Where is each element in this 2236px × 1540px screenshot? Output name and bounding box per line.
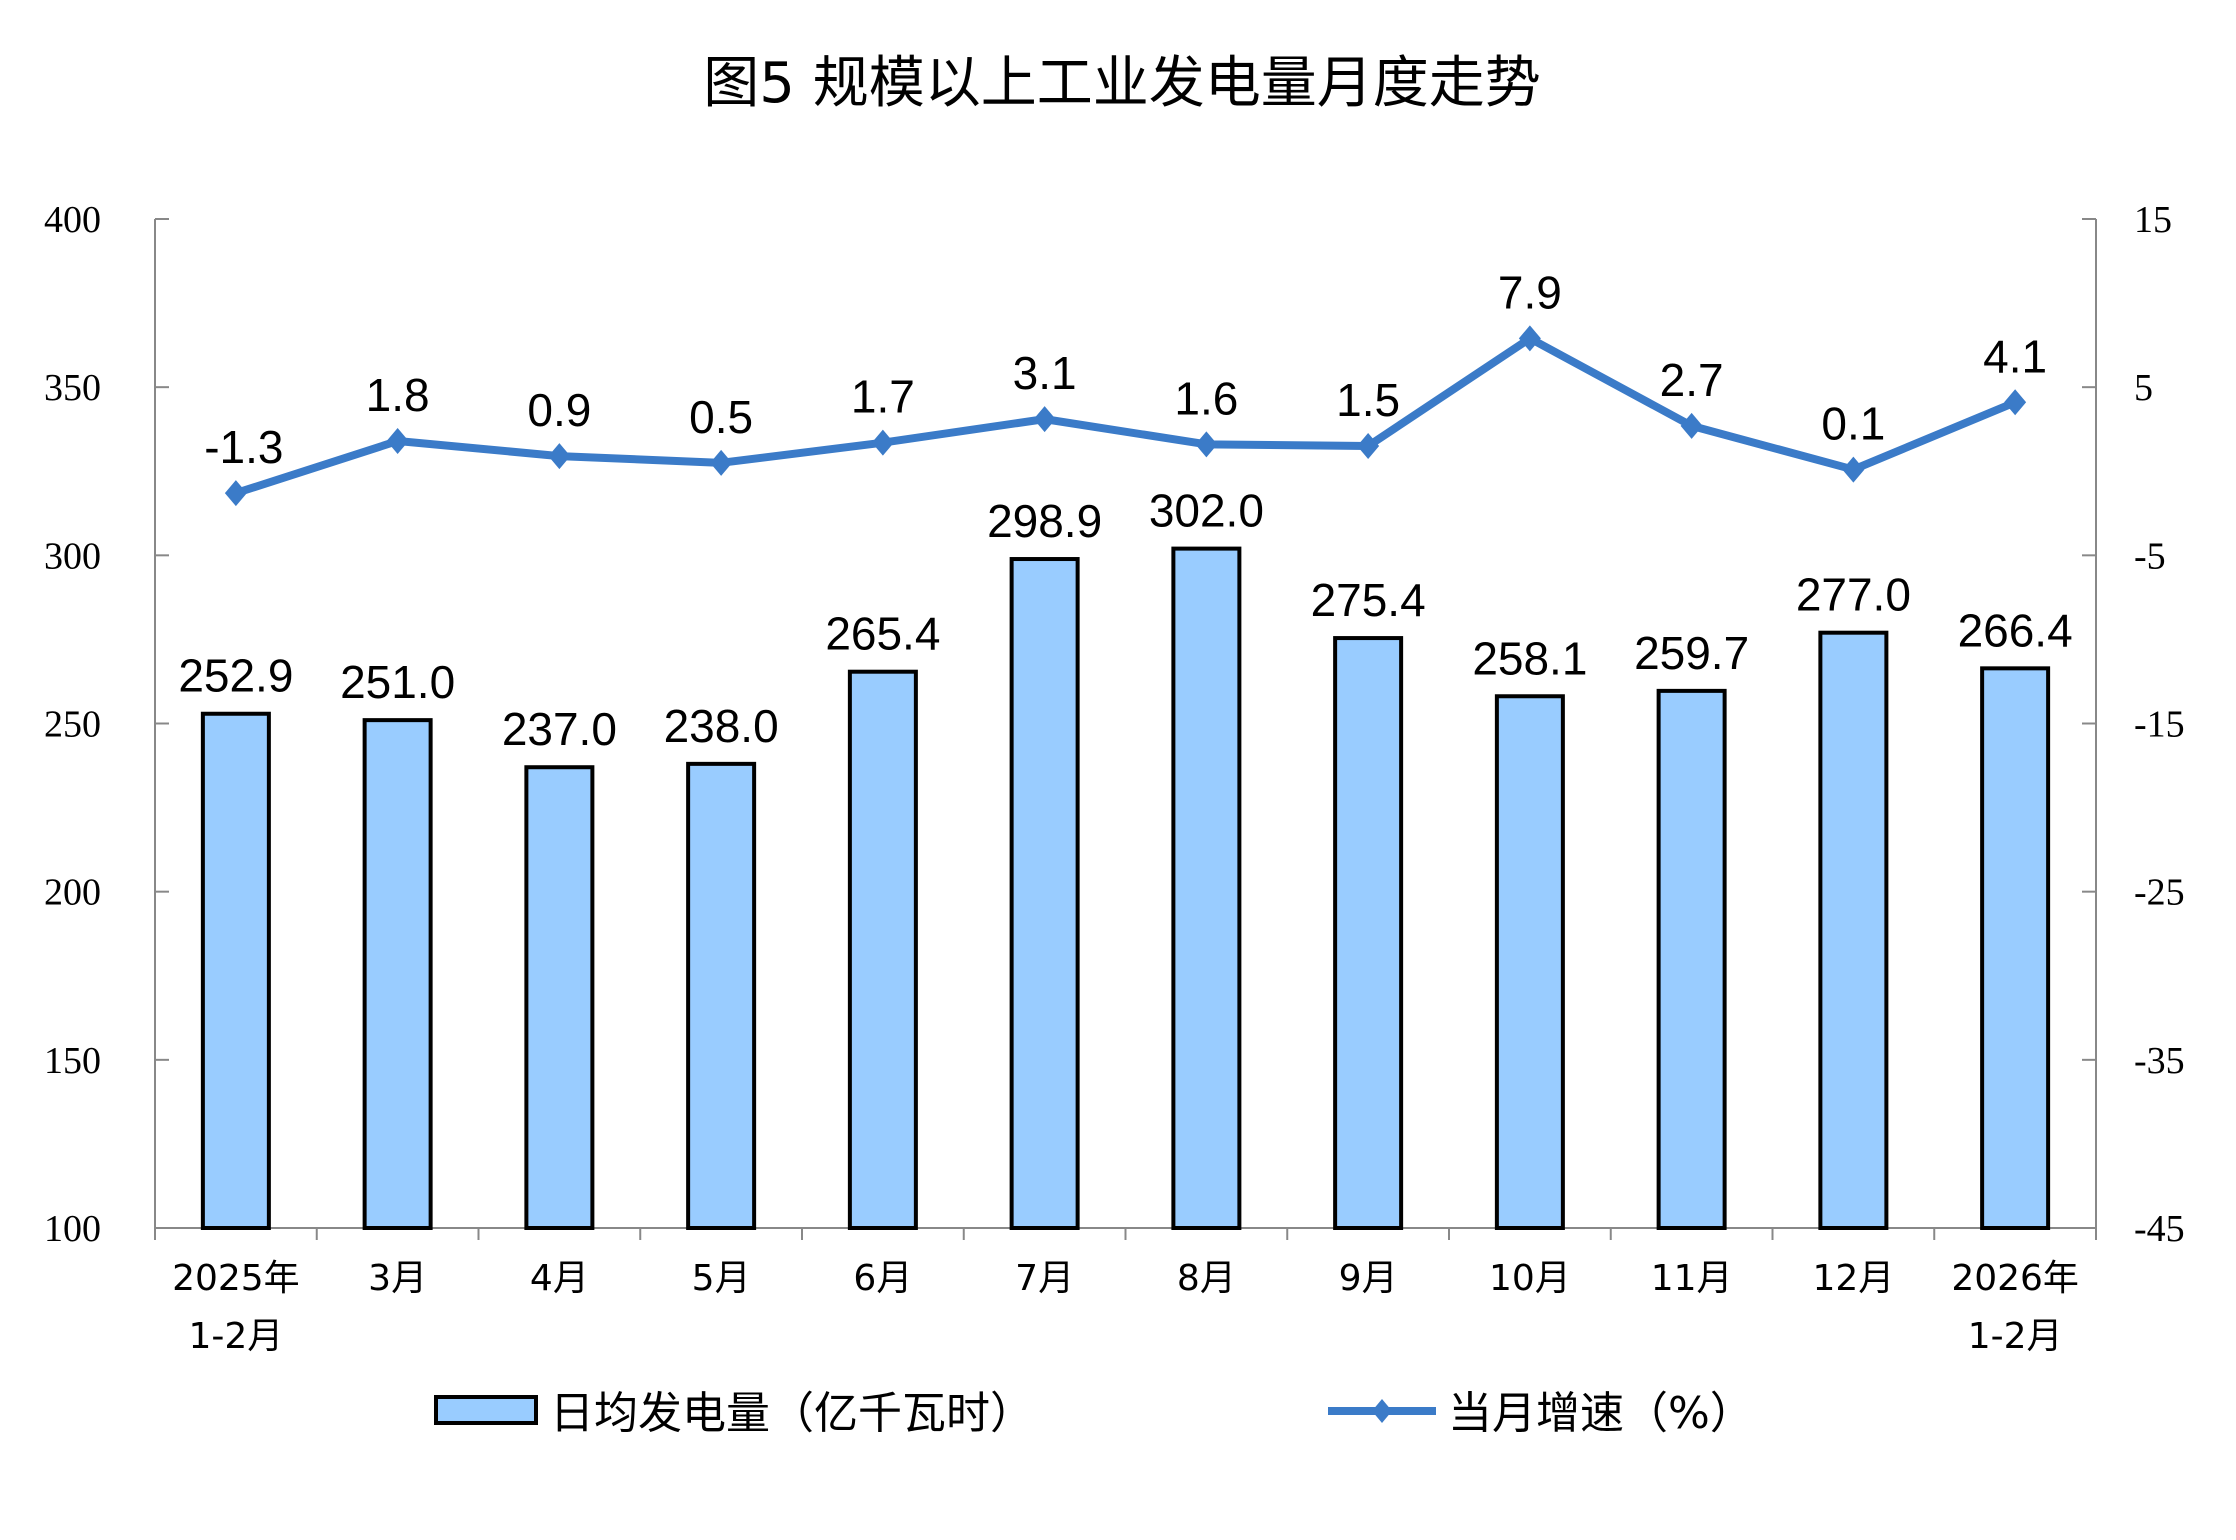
bar-value-label: 238.0: [664, 700, 779, 752]
left-tick-label: 350: [44, 367, 101, 409]
bars: [200, 546, 2051, 1230]
right-tick-label: -35: [2134, 1040, 2185, 1082]
legend: 日均发电量（亿千瓦时） 当月增速（%）: [434, 1388, 1754, 1439]
bar: [686, 761, 757, 1230]
x-category-label: 8月: [1177, 1258, 1236, 1299]
left-tick-label: 250: [44, 704, 101, 746]
growth-value-label: 1.6: [1174, 372, 1238, 424]
growth-point-diamond: [2004, 389, 2027, 416]
growth-point-diamond: [871, 429, 894, 456]
legend-bar-label: 日均发电量（亿千瓦时）: [550, 1388, 1034, 1439]
left-tick-label: 200: [44, 872, 101, 914]
left-tick-label: 100: [44, 1208, 101, 1250]
x-category-label: 1-2月: [1968, 1316, 2063, 1357]
growth-point-diamond: [710, 449, 733, 476]
bar: [200, 711, 271, 1230]
bar-value-label: 266.4: [1958, 604, 2073, 656]
bar-value-label: 258.1: [1472, 632, 1587, 684]
bar-value-label: 275.4: [1311, 574, 1426, 626]
x-category-label: 3月: [368, 1258, 427, 1299]
x-category-label: 12月: [1812, 1258, 1894, 1299]
x-category-label: 2026年: [1951, 1258, 2079, 1299]
growth-value-label: 0.5: [689, 391, 753, 443]
bar: [1171, 546, 1242, 1230]
growth-value-label: 7.9: [1498, 266, 1562, 318]
axes: 100 150 200 250 300 350 400 -45 -35 -25 -15 -5 5 15 20…: [44, 199, 2185, 1357]
bar-value-label: 265.4: [825, 608, 940, 660]
bar-value-label: 237.0: [502, 703, 617, 755]
growth-point-diamond: [1518, 325, 1541, 352]
bar: [1980, 666, 2051, 1230]
right-tick-label: -5: [2134, 535, 2166, 577]
growth-value-label: -1.3: [204, 421, 283, 473]
growth-value-label: 4.1: [1983, 330, 2047, 382]
right-tick-label: -45: [2134, 1208, 2185, 1250]
bar: [524, 765, 595, 1230]
growth-point-diamond: [1680, 412, 1703, 439]
bar-value-label: 259.7: [1634, 627, 1749, 679]
legend-diamond-icon: [1372, 1399, 1392, 1423]
right-tick-label: 5: [2134, 367, 2153, 409]
bar: [1009, 557, 1080, 1230]
bar-value-label: 251.0: [340, 656, 455, 708]
x-category-label: 5月: [692, 1258, 751, 1299]
growth-point-diamond: [1842, 456, 1865, 483]
x-category-label: 1-2月: [188, 1316, 283, 1357]
bar: [1333, 636, 1404, 1230]
x-category-label: 9月: [1339, 1258, 1398, 1299]
growth-series-line: [234, 334, 2017, 497]
x-category-label: 10月: [1489, 1258, 1571, 1299]
bar-value-label: 302.0: [1149, 485, 1264, 537]
x-category-label: 7月: [1015, 1258, 1074, 1299]
growth-line: [224, 325, 2027, 507]
bar: [1494, 694, 1565, 1230]
growth-point-diamond: [224, 480, 247, 507]
x-category-label: 11月: [1651, 1258, 1733, 1299]
legend-line-label: 当月增速（%）: [1448, 1388, 1754, 1439]
left-tick-label: 400: [44, 199, 101, 241]
chart-title: 图5 规模以上工业发电量月度走势: [703, 51, 1540, 116]
bar: [1656, 688, 1727, 1230]
bar-value-label: 298.9: [987, 495, 1102, 547]
x-category-label: 4月: [530, 1258, 589, 1299]
growth-value-label: 1.8: [366, 369, 430, 421]
bar: [847, 669, 918, 1230]
right-tick-label: -15: [2134, 704, 2185, 746]
right-tick-label: -25: [2134, 872, 2185, 914]
bar-value-label: 277.0: [1796, 569, 1911, 621]
growth-point-diamond: [548, 443, 571, 470]
growth-value-label: 3.1: [1013, 347, 1077, 399]
growth-value-label: 0.9: [527, 384, 591, 436]
bar: [1818, 630, 1889, 1230]
growth-point-diamond: [1033, 406, 1056, 433]
x-category-label: 2025年: [172, 1258, 300, 1299]
growth-value-label: 2.7: [1660, 354, 1724, 406]
x-category-label: 6月: [853, 1258, 912, 1299]
growth-point-diamond: [1357, 433, 1380, 460]
growth-value-label: 1.7: [851, 371, 915, 423]
growth-value-label: 1.5: [1336, 374, 1400, 426]
left-tick-label: 150: [44, 1040, 101, 1082]
left-tick-label: 300: [44, 535, 101, 577]
right-tick-label: 15: [2134, 199, 2172, 241]
bar: [362, 718, 433, 1230]
data-labels: 252.9 251.0 237.0 238.0 265.4 298.9 302.0 275.4…: [178, 266, 2072, 755]
bar-value-label: 252.9: [178, 650, 293, 702]
growth-point-diamond: [386, 427, 409, 454]
growth-point-diamond: [1195, 431, 1218, 458]
legend-bar-swatch: [434, 1395, 538, 1425]
growth-value-label: 0.1: [1821, 398, 1885, 450]
